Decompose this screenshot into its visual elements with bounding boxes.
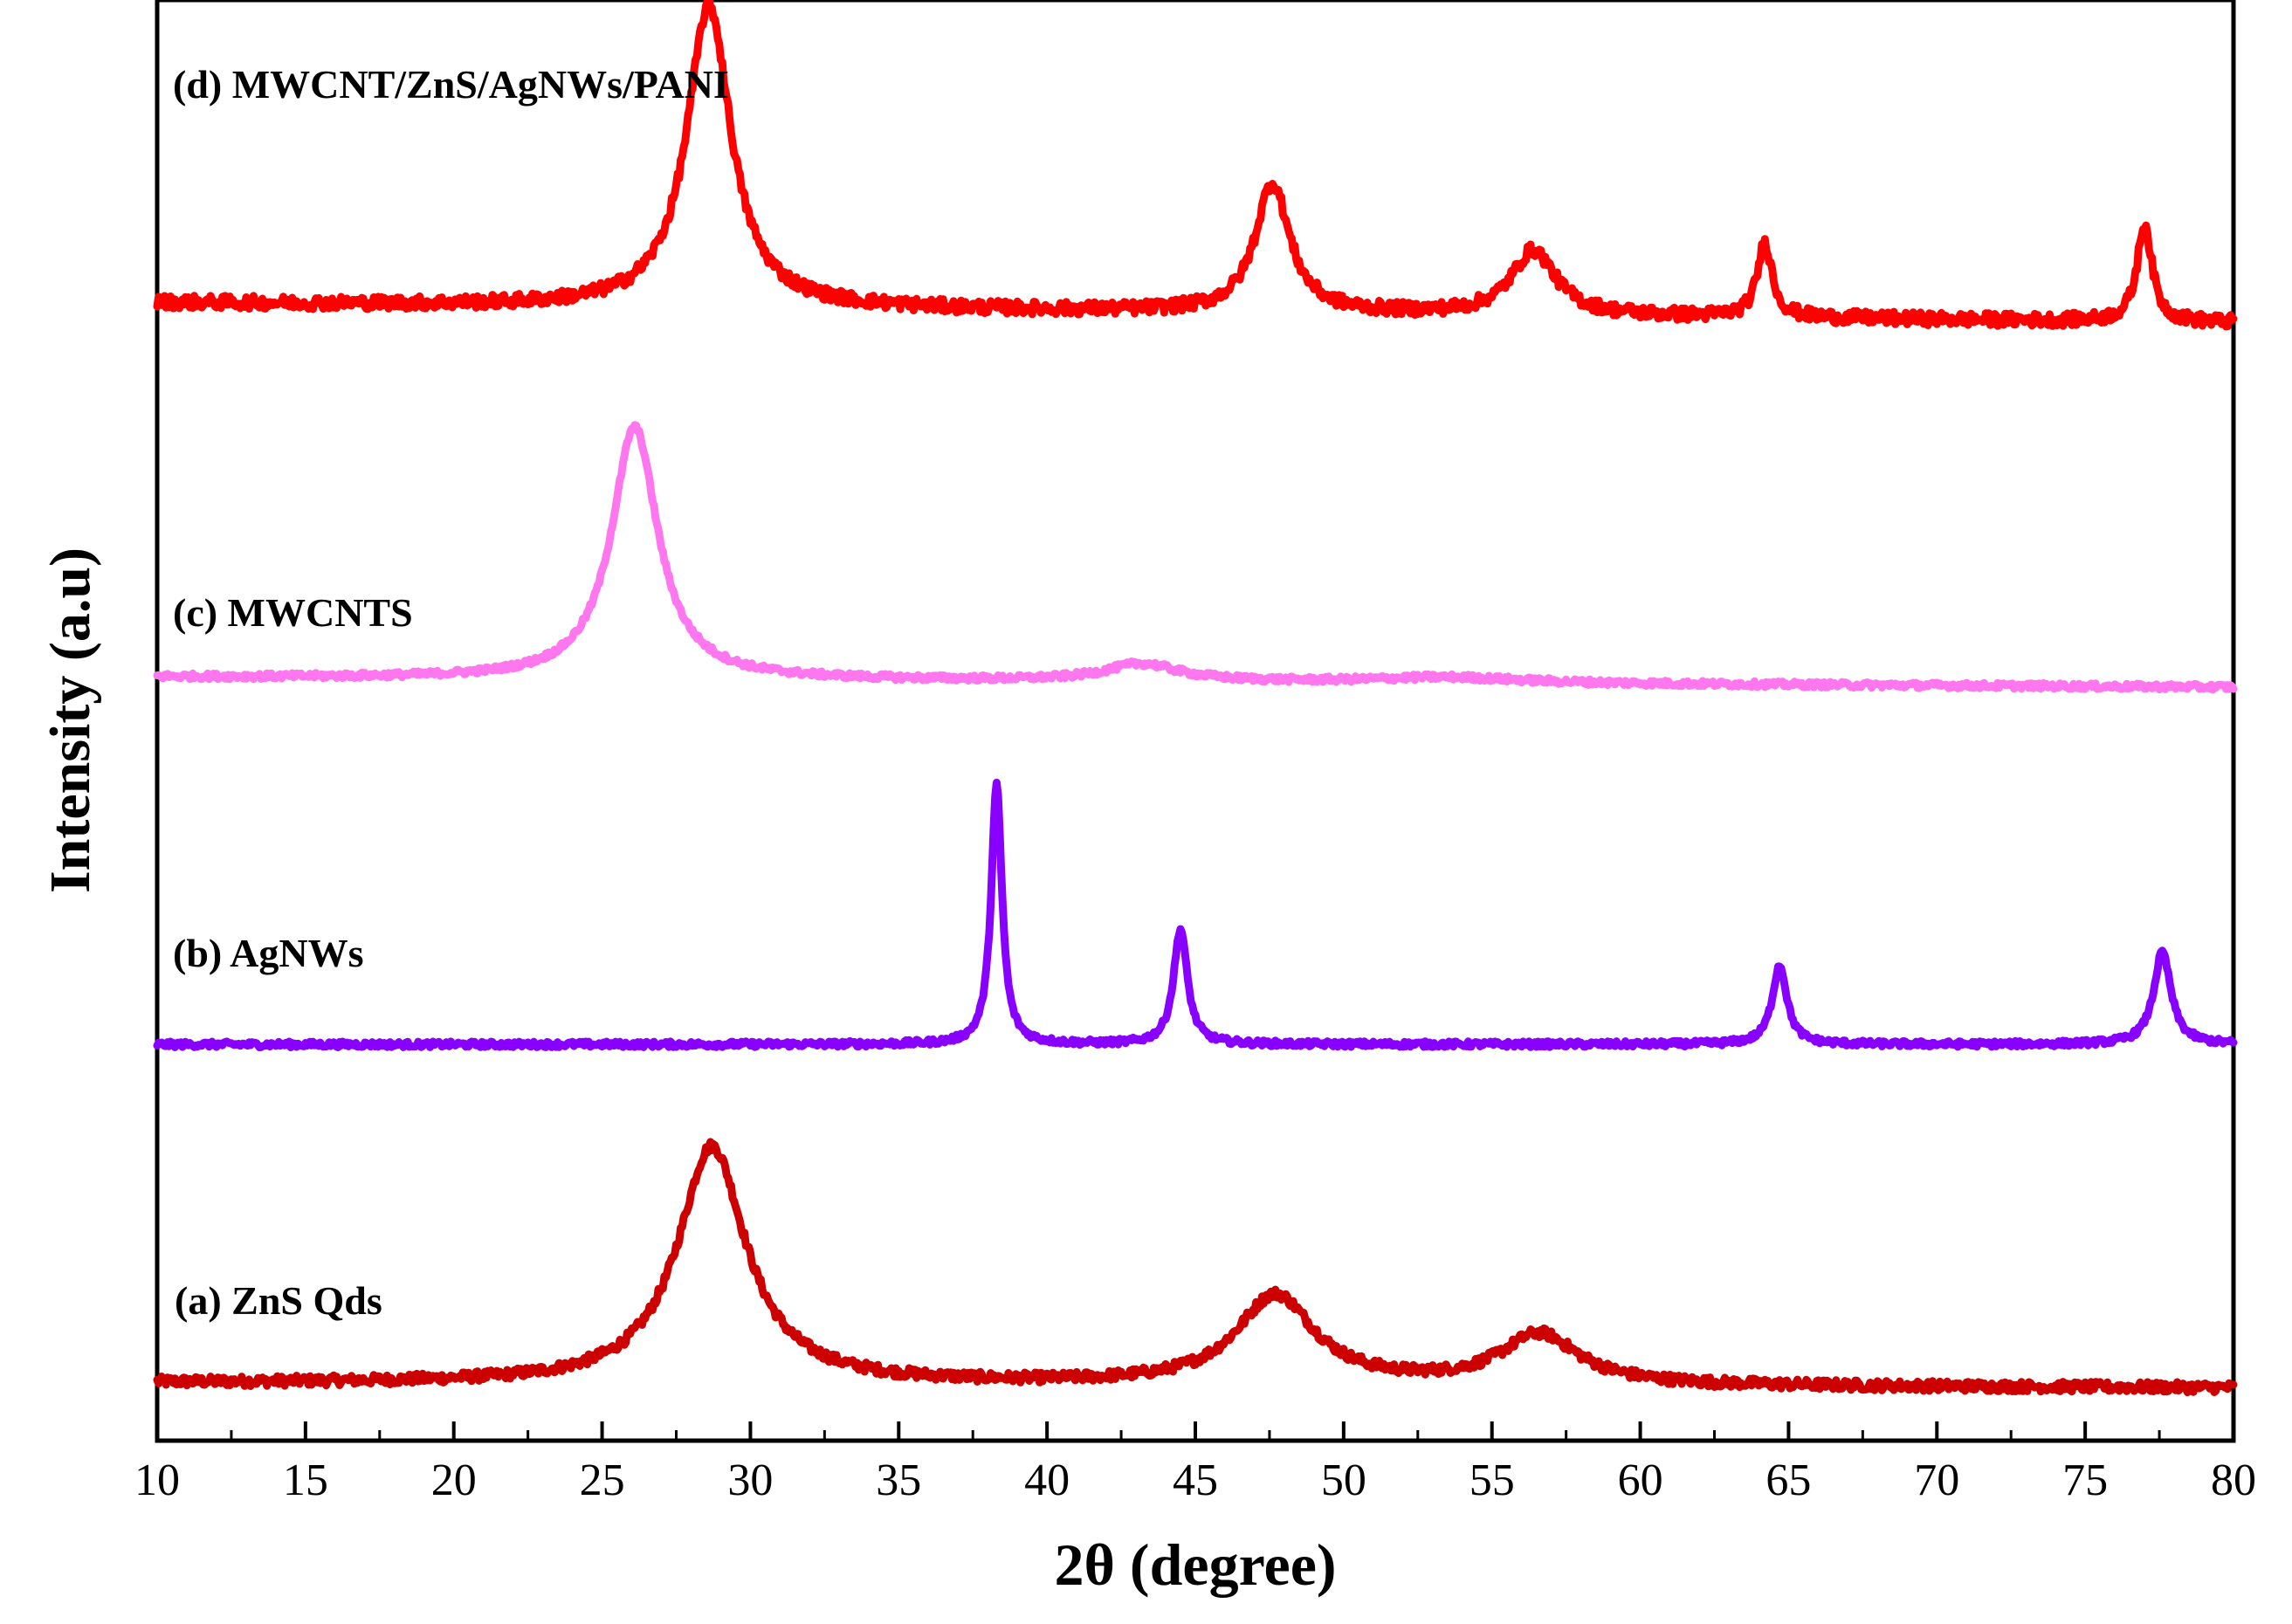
series-layer xyxy=(153,0,2238,1397)
x-tick-label: 15 xyxy=(283,1455,328,1505)
y-axis-title: Intensity (a.u) xyxy=(38,547,102,893)
series-line-2 xyxy=(153,778,2238,1051)
series-line-4 xyxy=(153,0,2238,331)
x-tick-label: 10 xyxy=(134,1455,180,1505)
x-tick-label: 80 xyxy=(2211,1455,2256,1505)
x-tick-label: 55 xyxy=(1469,1455,1515,1505)
x-tick-label: 70 xyxy=(1914,1455,1959,1505)
x-tick-label: 50 xyxy=(1321,1455,1366,1505)
plot-frame xyxy=(155,0,2236,1443)
x-tick-label: 25 xyxy=(580,1455,625,1505)
x-tick-label: 65 xyxy=(1765,1455,1811,1505)
x-axis-title: 2θ (degree) xyxy=(1054,1531,1336,1598)
series-label-3: (c) MWCNTS xyxy=(173,590,413,635)
series-label-2: (b) AgNWs xyxy=(173,931,364,975)
series-label-4: (d) MWCNT/ZnS/AgNWs/PANI xyxy=(173,62,729,107)
series-line-3 xyxy=(153,421,2238,694)
series-labels: (a) ZnS Qds (b) AgNWs (c) MWCNTS (d) MWCNT/… xyxy=(173,62,729,1323)
x-tick-label: 20 xyxy=(431,1455,477,1505)
x-tick-label: 60 xyxy=(1618,1455,1663,1505)
x-tick-label: 35 xyxy=(876,1455,921,1505)
x-tick-label: 30 xyxy=(727,1455,773,1505)
series-line-1 xyxy=(153,1138,2238,1397)
x-tick-label: 45 xyxy=(1173,1455,1218,1505)
series-label-1: (a) ZnS Qds xyxy=(175,1278,382,1323)
x-tick-label: 75 xyxy=(2062,1455,2108,1505)
x-tick-label: 40 xyxy=(1024,1455,1070,1505)
x-axis-ticks: 10 15 20 25 30 35 40 45 50 55 60 65 70 75 80 xyxy=(134,1421,2256,1505)
